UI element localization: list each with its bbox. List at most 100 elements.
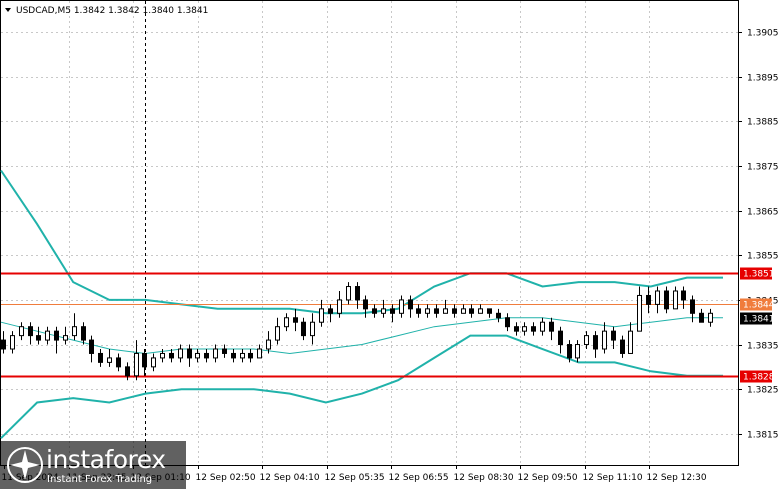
instaforex-logo-icon	[7, 447, 43, 483]
candle-body	[231, 352, 236, 359]
candle-body	[195, 352, 200, 359]
candle-body	[673, 290, 678, 310]
candle-body	[478, 308, 483, 314]
candle	[443, 299, 448, 314]
candle-body	[81, 326, 86, 341]
candle	[45, 326, 50, 345]
candle	[549, 317, 554, 341]
candle	[10, 331, 15, 354]
candle-body	[337, 299, 342, 314]
candle-body	[346, 286, 351, 301]
candle-body	[355, 286, 360, 301]
candle	[169, 349, 174, 363]
candle	[522, 322, 527, 336]
candle-body	[63, 335, 68, 341]
logo-tagline: Instant Forex Trading	[47, 474, 153, 485]
candle	[36, 326, 41, 345]
candle	[487, 308, 492, 318]
candle	[602, 322, 607, 354]
candle	[593, 331, 598, 358]
candle	[319, 299, 324, 327]
x-tick-label: 12 Sep 09:50	[518, 473, 578, 483]
x-tick-label: 12 Sep 02:50	[196, 473, 256, 483]
candle	[690, 295, 695, 323]
candle	[628, 322, 633, 354]
candle-body	[72, 326, 77, 337]
y-tick-label: 1.3865	[747, 208, 779, 218]
candle	[213, 344, 218, 363]
watermark-logo: instaforex Instant Forex Trading	[0, 441, 186, 489]
candle	[19, 322, 24, 341]
candle-body	[45, 330, 50, 341]
candle-body	[151, 357, 156, 368]
candle	[708, 308, 713, 327]
candle	[505, 313, 510, 332]
candle	[301, 317, 306, 341]
candle	[584, 331, 589, 349]
candle	[575, 340, 580, 363]
candle-body	[522, 326, 527, 332]
y-tick-label: 1.3885	[747, 118, 779, 128]
candle-body	[496, 312, 501, 319]
y-tick-label: 1.3815	[747, 431, 779, 441]
candle-body	[540, 321, 545, 332]
candle	[257, 344, 262, 359]
candle	[328, 304, 333, 323]
bollinger-upper	[0, 169, 723, 315]
candle-body	[708, 312, 713, 323]
candle-body	[187, 348, 192, 359]
candle	[558, 326, 563, 354]
candle	[275, 317, 280, 345]
candle-body	[319, 308, 324, 323]
candle	[681, 286, 686, 309]
candle	[567, 340, 572, 363]
candle	[107, 349, 112, 367]
candlesticks	[1, 282, 713, 381]
candle-body	[531, 326, 536, 332]
candle	[81, 322, 86, 345]
candle	[222, 344, 227, 358]
candle-body	[699, 312, 704, 323]
candle	[390, 304, 395, 323]
candle	[434, 304, 439, 318]
candle	[151, 353, 156, 372]
candle-body	[469, 308, 474, 314]
candle-body	[628, 330, 633, 354]
candle-body	[399, 299, 404, 314]
candle	[337, 291, 342, 318]
candle-body	[664, 290, 669, 310]
candle-body	[178, 348, 183, 359]
price-axis-tags: 1.3851 1.3828 1.3844 1.3841	[740, 267, 775, 383]
candle-body	[363, 299, 368, 310]
bollinger-bands	[0, 169, 723, 439]
candle	[531, 322, 536, 336]
candle-body	[514, 326, 519, 332]
candle-body	[558, 330, 563, 346]
candle	[28, 322, 33, 345]
candle	[293, 308, 298, 332]
candle	[231, 349, 236, 363]
candle	[240, 349, 245, 363]
level-tag	[740, 370, 772, 383]
candle-body	[213, 348, 218, 359]
price-tag	[740, 312, 772, 325]
y-tick-label: 1.3825	[747, 386, 779, 396]
price-tag	[740, 298, 772, 311]
candle-body	[310, 321, 315, 337]
candle	[469, 304, 474, 318]
candle-body	[36, 335, 41, 341]
x-tick-label: 12 Sep 04:10	[260, 473, 320, 483]
candle	[187, 344, 192, 367]
candle	[399, 295, 404, 318]
candle-body	[584, 335, 589, 346]
candle	[248, 349, 253, 363]
candle	[496, 308, 501, 323]
candle	[363, 295, 368, 318]
symbol-dropdown-icon[interactable]	[5, 8, 11, 12]
candle	[284, 313, 289, 332]
x-tick-label: 12 Sep 12:30	[647, 473, 707, 483]
candle-body	[593, 335, 598, 350]
candle-body	[293, 317, 298, 323]
candle-body	[222, 348, 227, 354]
candle	[98, 349, 103, 367]
